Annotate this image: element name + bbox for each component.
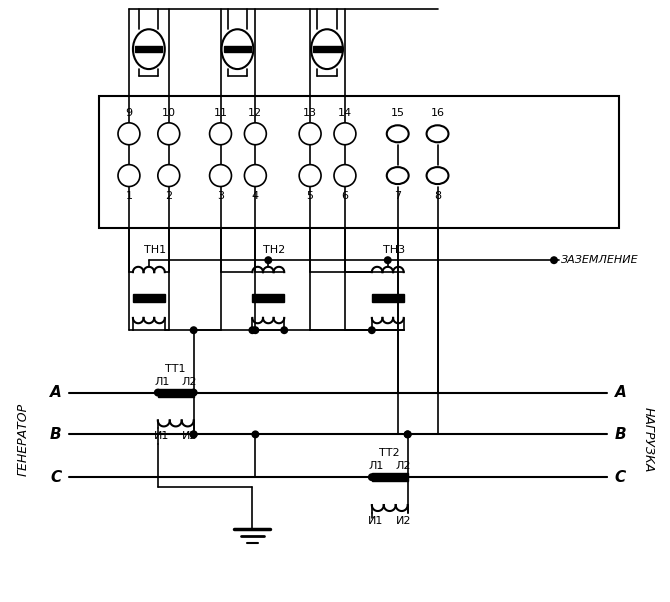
Circle shape — [280, 326, 288, 334]
Circle shape — [249, 326, 257, 334]
Text: 10: 10 — [161, 108, 176, 118]
Circle shape — [190, 326, 198, 334]
Circle shape — [190, 430, 198, 438]
Circle shape — [299, 123, 321, 144]
Circle shape — [251, 326, 259, 334]
Text: И2: И2 — [182, 432, 198, 441]
Text: 5: 5 — [307, 191, 314, 202]
Text: Л1: Л1 — [154, 377, 170, 386]
Circle shape — [368, 473, 376, 481]
Text: ТН1: ТН1 — [144, 245, 166, 255]
Ellipse shape — [311, 29, 343, 69]
Bar — [224, 46, 251, 52]
Bar — [135, 46, 162, 52]
Text: 1: 1 — [125, 191, 133, 202]
Bar — [253, 294, 284, 302]
Bar — [314, 46, 340, 52]
Text: ТТ2: ТТ2 — [379, 448, 400, 458]
Ellipse shape — [427, 167, 448, 184]
Text: 13: 13 — [303, 108, 317, 118]
Text: A: A — [614, 385, 626, 400]
Text: A: A — [50, 385, 61, 400]
Circle shape — [245, 123, 266, 144]
Text: 9: 9 — [125, 108, 133, 118]
Text: 15: 15 — [391, 108, 405, 118]
Circle shape — [265, 256, 272, 264]
Circle shape — [334, 164, 356, 187]
Text: 8: 8 — [434, 191, 441, 202]
Circle shape — [118, 123, 140, 144]
Text: И1: И1 — [154, 432, 170, 441]
Circle shape — [190, 430, 198, 438]
Ellipse shape — [222, 29, 253, 69]
Bar — [372, 473, 407, 481]
Circle shape — [251, 430, 259, 438]
Text: ТН2: ТН2 — [263, 245, 285, 255]
Text: 14: 14 — [338, 108, 352, 118]
Circle shape — [118, 164, 140, 187]
Text: И1: И1 — [368, 516, 383, 526]
Text: 7: 7 — [394, 191, 401, 202]
Bar — [158, 389, 194, 397]
Circle shape — [404, 430, 411, 438]
Bar — [133, 294, 165, 302]
Circle shape — [334, 123, 356, 144]
Ellipse shape — [133, 29, 165, 69]
Text: C: C — [50, 470, 61, 485]
Text: ГЕНЕРАТОР: ГЕНЕРАТОР — [17, 403, 30, 476]
Circle shape — [384, 256, 392, 264]
Text: Л2: Л2 — [396, 461, 411, 471]
Circle shape — [404, 430, 411, 438]
Circle shape — [245, 164, 266, 187]
Text: 11: 11 — [214, 108, 228, 118]
Text: ТН3: ТН3 — [383, 245, 405, 255]
Text: И2: И2 — [396, 516, 411, 526]
Text: 2: 2 — [165, 191, 172, 202]
Circle shape — [154, 389, 161, 397]
Text: 3: 3 — [217, 191, 224, 202]
Bar — [372, 294, 404, 302]
Circle shape — [158, 123, 180, 144]
Circle shape — [550, 256, 558, 264]
Text: 12: 12 — [249, 108, 263, 118]
Text: 6: 6 — [342, 191, 348, 202]
Circle shape — [210, 123, 231, 144]
Text: 16: 16 — [431, 108, 444, 118]
Ellipse shape — [387, 167, 409, 184]
Text: Л1: Л1 — [368, 461, 383, 471]
Text: ТТ1: ТТ1 — [165, 364, 186, 374]
Ellipse shape — [427, 125, 448, 142]
Ellipse shape — [387, 125, 409, 142]
Text: 4: 4 — [252, 191, 259, 202]
Text: B: B — [614, 427, 626, 442]
Circle shape — [190, 389, 198, 397]
Bar — [99, 96, 618, 228]
Text: B: B — [50, 427, 61, 442]
Text: C: C — [614, 470, 626, 485]
Text: НАГРУЗКА: НАГРУЗКА — [642, 407, 655, 472]
Circle shape — [368, 326, 376, 334]
Circle shape — [158, 164, 180, 187]
Text: ЗАЗЕМЛЕНИЕ: ЗАЗЕМЛЕНИЕ — [561, 255, 639, 265]
Circle shape — [210, 164, 231, 187]
Text: Л2: Л2 — [182, 377, 198, 386]
Circle shape — [299, 164, 321, 187]
